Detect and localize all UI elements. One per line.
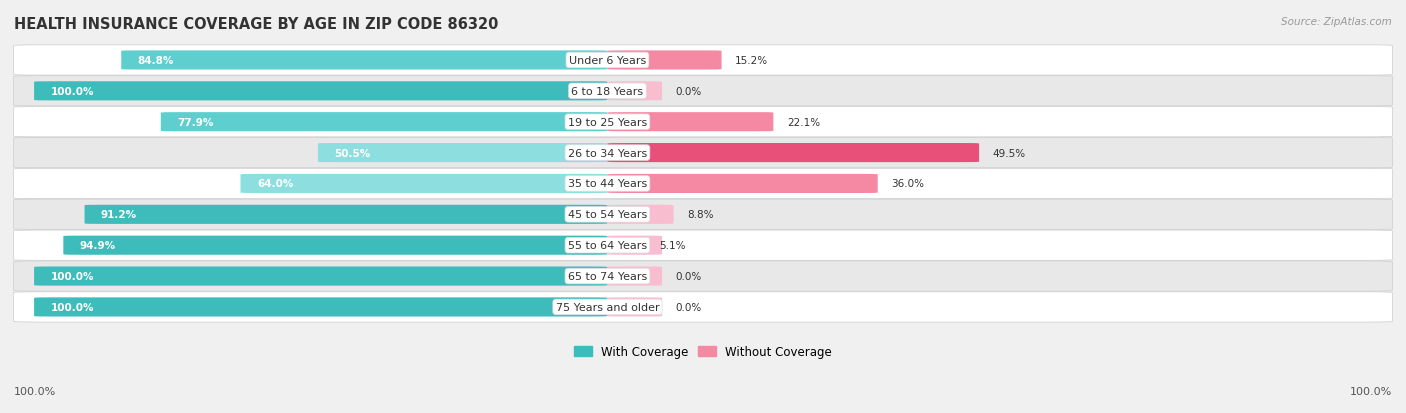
FancyBboxPatch shape	[607, 144, 979, 163]
Text: 0.0%: 0.0%	[676, 302, 702, 312]
FancyBboxPatch shape	[607, 82, 662, 101]
FancyBboxPatch shape	[14, 138, 1392, 168]
FancyBboxPatch shape	[607, 267, 662, 286]
Text: 100.0%: 100.0%	[51, 271, 94, 281]
Text: 5.1%: 5.1%	[659, 241, 686, 251]
Text: 49.5%: 49.5%	[993, 148, 1026, 158]
Text: 26 to 34 Years: 26 to 34 Years	[568, 148, 647, 158]
FancyBboxPatch shape	[14, 46, 1392, 76]
Text: Source: ZipAtlas.com: Source: ZipAtlas.com	[1281, 17, 1392, 26]
FancyBboxPatch shape	[607, 236, 662, 255]
Text: 15.2%: 15.2%	[735, 56, 768, 66]
Text: 50.5%: 50.5%	[335, 148, 371, 158]
FancyBboxPatch shape	[121, 51, 607, 70]
Text: HEALTH INSURANCE COVERAGE BY AGE IN ZIP CODE 86320: HEALTH INSURANCE COVERAGE BY AGE IN ZIP …	[14, 17, 499, 31]
FancyBboxPatch shape	[240, 174, 607, 194]
Text: 19 to 25 Years: 19 to 25 Years	[568, 117, 647, 127]
Text: 94.9%: 94.9%	[80, 241, 115, 251]
Text: 100.0%: 100.0%	[51, 302, 94, 312]
Text: 22.1%: 22.1%	[787, 117, 820, 127]
Text: Under 6 Years: Under 6 Years	[569, 56, 647, 66]
FancyBboxPatch shape	[14, 200, 1392, 230]
FancyBboxPatch shape	[34, 298, 607, 317]
Text: 0.0%: 0.0%	[676, 87, 702, 97]
Text: 55 to 64 Years: 55 to 64 Years	[568, 241, 647, 251]
FancyBboxPatch shape	[607, 51, 721, 70]
Text: 84.8%: 84.8%	[138, 56, 174, 66]
FancyBboxPatch shape	[160, 113, 607, 132]
Text: 0.0%: 0.0%	[676, 271, 702, 281]
FancyBboxPatch shape	[14, 76, 1392, 107]
FancyBboxPatch shape	[607, 205, 673, 224]
FancyBboxPatch shape	[607, 174, 877, 194]
Text: 65 to 74 Years: 65 to 74 Years	[568, 271, 647, 281]
Text: 6 to 18 Years: 6 to 18 Years	[571, 87, 644, 97]
FancyBboxPatch shape	[14, 230, 1392, 261]
FancyBboxPatch shape	[607, 113, 773, 132]
FancyBboxPatch shape	[63, 236, 607, 255]
FancyBboxPatch shape	[84, 205, 607, 224]
FancyBboxPatch shape	[14, 107, 1392, 138]
Text: 100.0%: 100.0%	[51, 87, 94, 97]
FancyBboxPatch shape	[14, 292, 1392, 322]
Legend: With Coverage, Without Coverage: With Coverage, Without Coverage	[569, 341, 837, 363]
Text: 45 to 54 Years: 45 to 54 Years	[568, 210, 647, 220]
Text: 91.2%: 91.2%	[101, 210, 136, 220]
FancyBboxPatch shape	[607, 298, 662, 317]
Text: 36.0%: 36.0%	[891, 179, 924, 189]
FancyBboxPatch shape	[34, 82, 607, 101]
Text: 100.0%: 100.0%	[1350, 387, 1392, 396]
Text: 77.9%: 77.9%	[177, 117, 214, 127]
Text: 100.0%: 100.0%	[14, 387, 56, 396]
FancyBboxPatch shape	[14, 169, 1392, 199]
Text: 35 to 44 Years: 35 to 44 Years	[568, 179, 647, 189]
FancyBboxPatch shape	[318, 144, 607, 163]
Text: 75 Years and older: 75 Years and older	[555, 302, 659, 312]
FancyBboxPatch shape	[34, 267, 607, 286]
FancyBboxPatch shape	[14, 261, 1392, 292]
Text: 64.0%: 64.0%	[257, 179, 294, 189]
Text: 8.8%: 8.8%	[688, 210, 714, 220]
